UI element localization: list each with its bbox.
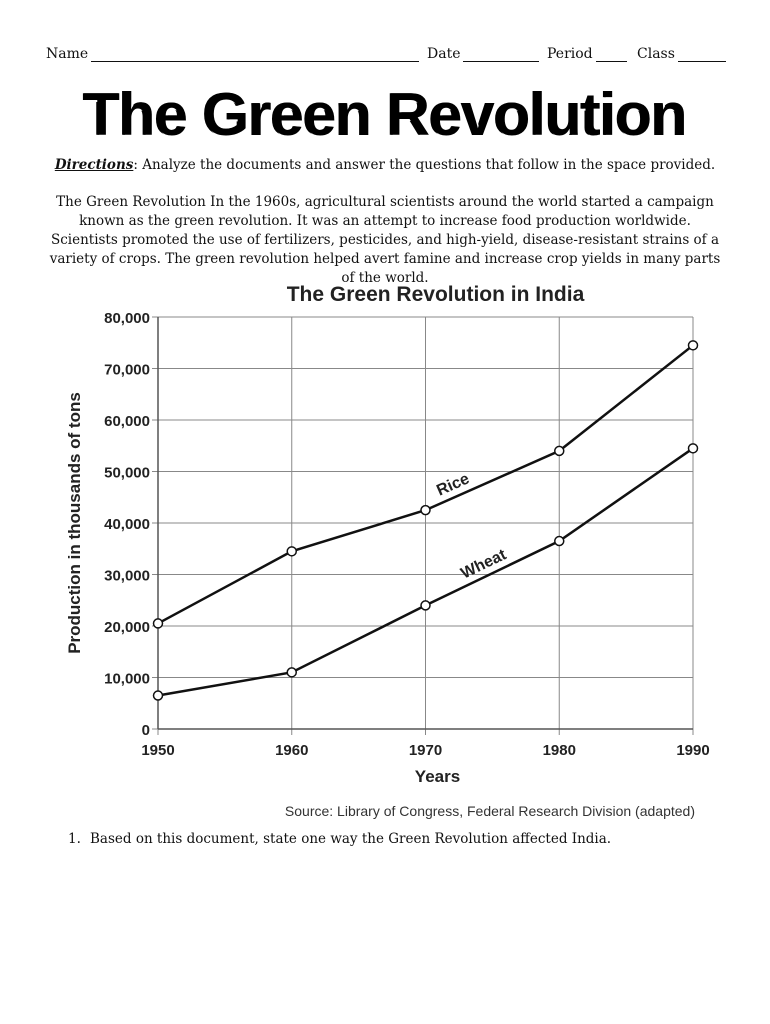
x-axis-label: Years: [415, 767, 460, 786]
wheat-point: [554, 535, 565, 547]
student-info-header: Name Date Period Class: [46, 46, 726, 66]
rice-series-label: Rice: [434, 470, 472, 499]
wheat-point: [687, 443, 699, 454]
rice-point: [554, 445, 565, 457]
wheat-point: [286, 667, 297, 678]
y-tick-label: 20,000: [104, 619, 150, 636]
name-blank[interactable]: [91, 46, 420, 62]
class-label: Class: [637, 46, 675, 62]
date-label: Date: [427, 46, 461, 62]
x-tick-label: 1970: [409, 742, 442, 759]
wheat-point: [420, 600, 431, 611]
directions-text: : Analyze the documents and answer the q…: [133, 157, 716, 173]
y-axis-label: Production in thousands of tons: [65, 392, 84, 654]
class-blank[interactable]: [677, 46, 726, 62]
date-field[interactable]: Date: [427, 46, 540, 62]
intro-paragraph: The Green Revolution In the 1960s, agric…: [49, 194, 721, 286]
y-tick-label: 30,000: [104, 568, 150, 585]
production-line-chart: The Green Revolution in India 0 10,000 20,0…: [65, 283, 710, 819]
y-tick-label: 40,000: [104, 516, 150, 533]
directions-label: Directions: [54, 157, 134, 173]
class-field[interactable]: Class: [637, 46, 726, 62]
question-1: 1. Based on this document, state one way…: [68, 831, 708, 847]
date-blank[interactable]: [463, 46, 540, 62]
y-tick-label: 10,000: [104, 671, 150, 688]
x-tick-label: 1950: [141, 742, 174, 759]
rice-point: [687, 340, 699, 351]
worksheet-title: The Green Revolution: [0, 80, 770, 152]
period-label: Period: [547, 46, 593, 62]
question-number: 1.: [68, 831, 81, 847]
y-tick-label: 60,000: [104, 413, 150, 430]
y-tick-label: 70,000: [104, 362, 150, 379]
period-field[interactable]: Period: [547, 46, 627, 62]
name-field[interactable]: Name: [46, 46, 420, 62]
name-label: Name: [46, 46, 89, 62]
chart-source: Source: Library of Congress, Federal Res…: [285, 803, 695, 819]
chart-title: The Green Revolution in India: [287, 283, 585, 306]
rice-point: [420, 504, 431, 516]
x-tick-label: 1960: [275, 742, 308, 759]
wheat-point: [152, 690, 164, 701]
rice-point: [286, 546, 297, 557]
y-tick-label: 80,000: [104, 310, 150, 327]
x-tick-label: 1990: [676, 742, 709, 759]
x-tick-label: 1980: [543, 742, 576, 759]
y-tick-label: 0: [142, 722, 150, 739]
rice-point: [152, 618, 164, 629]
page-title: The Green Revolution: [83, 81, 687, 148]
y-tick-label: 50,000: [104, 465, 150, 482]
question-text: Based on this document, state one way th…: [90, 831, 612, 847]
period-blank[interactable]: [595, 46, 627, 62]
directions: Directions: Analyze the documents and an…: [0, 157, 770, 173]
